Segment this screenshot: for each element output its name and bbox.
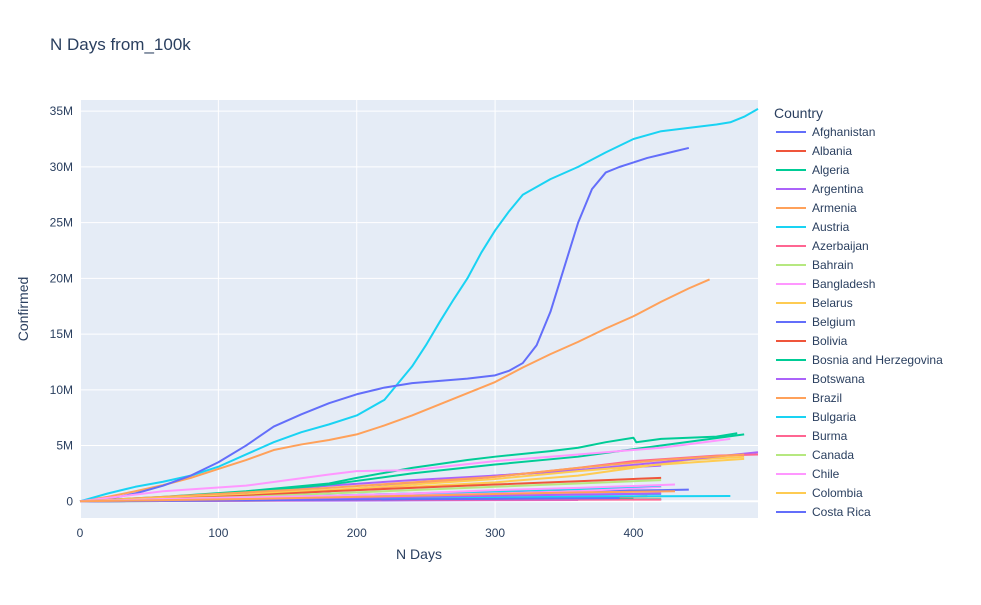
legend-item[interactable]: Bangladesh: [776, 277, 875, 291]
legend-label: Albania: [812, 144, 852, 158]
y-tick-label: 30M: [50, 160, 73, 174]
series-line: [79, 483, 676, 503]
series-line: [79, 108, 759, 503]
legend-item[interactable]: Canada: [776, 448, 854, 462]
y-tick-label: 0: [66, 494, 73, 508]
x-tick-label: 400: [623, 526, 643, 540]
legend-item[interactable]: Burma: [776, 429, 848, 443]
x-axis-ticks: 0 100 200 300 400: [77, 526, 644, 540]
series-line: [79, 453, 745, 503]
y-tick-label: 5M: [56, 439, 73, 453]
legend-label: Algeria: [812, 163, 850, 177]
legend-item[interactable]: Algeria: [776, 163, 850, 177]
legend-label: Belgium: [812, 315, 855, 329]
legend-label: Bangladesh: [812, 277, 875, 291]
legend-item[interactable]: Albania: [776, 144, 852, 158]
series-line: [79, 146, 690, 503]
legend-label: Chile: [812, 467, 840, 481]
legend-label: Azerbaijan: [812, 239, 869, 253]
legend-item[interactable]: Bosnia and Herzegovina: [776, 353, 943, 367]
legend-item[interactable]: Afghanistan: [776, 125, 875, 139]
legend[interactable]: Country Afghanistan Albania Algeria Argenti…: [774, 105, 943, 519]
x-tick-label: 200: [347, 526, 367, 540]
legend-label: Brazil: [812, 391, 842, 405]
series-line: [79, 457, 745, 503]
legend-item[interactable]: Armenia: [776, 201, 857, 215]
legend-item[interactable]: Azerbaijan: [776, 239, 869, 253]
legend-item[interactable]: Austria: [776, 220, 850, 234]
legend-label: Bolivia: [812, 334, 848, 348]
series-line: [79, 432, 738, 503]
legend-item[interactable]: Bolivia: [776, 334, 848, 348]
x-tick-label: 300: [485, 526, 505, 540]
legend-item[interactable]: Bulgaria: [776, 410, 856, 424]
legend-item[interactable]: Belarus: [776, 296, 853, 310]
series-line: [79, 490, 675, 503]
x-tick-label: 0: [77, 526, 84, 540]
x-tick-label: 100: [208, 526, 228, 540]
legend-label: Austria: [812, 220, 850, 234]
legend-label: Belarus: [812, 296, 853, 310]
legend-item[interactable]: Argentina: [776, 182, 864, 196]
plot-area: [80, 100, 758, 518]
legend-title: Country: [774, 105, 823, 121]
legend-item[interactable]: Belgium: [776, 315, 855, 329]
legend-label: Botswana: [812, 372, 865, 386]
y-tick-label: 25M: [50, 216, 73, 230]
legend-label: Burma: [812, 429, 848, 443]
legend-label: Bulgaria: [812, 410, 856, 424]
legend-label: Bosnia and Herzegovina: [812, 353, 943, 367]
y-axis-label: Confirmed: [15, 277, 31, 342]
legend-item[interactable]: Colombia: [776, 486, 863, 500]
legend-label: Argentina: [812, 182, 864, 196]
legend-label: Canada: [812, 448, 854, 462]
legend-item[interactable]: Brazil: [776, 391, 842, 405]
legend-item[interactable]: Chile: [776, 467, 840, 481]
chart-title: N Days from_100k: [50, 35, 191, 54]
legend-label: Bahrain: [812, 258, 853, 272]
y-tick-label: 35M: [50, 104, 73, 118]
legend-label: Colombia: [812, 486, 863, 500]
y-tick-label: 15M: [50, 327, 73, 341]
series-line: [79, 278, 710, 503]
legend-label: Armenia: [812, 201, 857, 215]
legend-label: Costa Rica: [812, 505, 871, 519]
legend-item[interactable]: Botswana: [776, 372, 865, 386]
legend-item[interactable]: Bahrain: [776, 258, 853, 272]
legend-label: Afghanistan: [812, 125, 875, 139]
series-lines: [79, 108, 759, 503]
y-axis-ticks: 0 5M 10M 15M 20M 25M 30M 35M: [50, 104, 74, 508]
legend-item[interactable]: Costa Rica: [776, 505, 871, 519]
x-axis-label: N Days: [396, 546, 442, 562]
series-line: [79, 437, 731, 503]
y-tick-label: 10M: [50, 383, 73, 397]
y-tick-label: 20M: [50, 271, 73, 285]
